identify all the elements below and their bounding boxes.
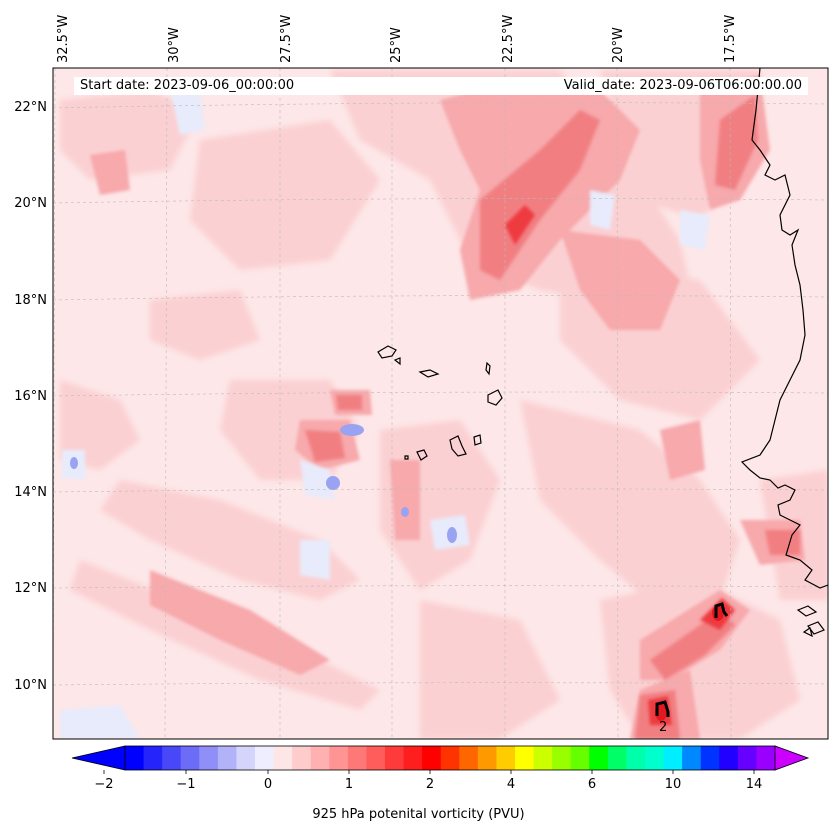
lat-label: 22°N <box>14 100 47 115</box>
lon-label: 25°W <box>389 27 404 63</box>
cape-verde-brava <box>404 455 409 460</box>
colorbar-swatch <box>292 746 312 770</box>
colorbar-label: 925 hPa potenital vorticity (PVU) <box>312 807 525 822</box>
colorbar-border <box>124 745 776 771</box>
lon-label: 30°W <box>167 27 182 63</box>
coastlines <box>377 68 828 638</box>
lon-labels: 32.5°W 30°W 27.5°W 25°W 22.5°W 20°W 17.5… <box>56 15 738 63</box>
colorbar-swatch <box>570 746 590 770</box>
colorbar-swatch <box>403 746 423 770</box>
cape-verde-santo-antao <box>377 345 397 359</box>
colorbar-swatch <box>310 746 330 770</box>
lon-label: 27.5°W <box>279 15 294 63</box>
lon-label: 20°W <box>611 27 626 63</box>
colorbar-swatch <box>589 746 609 770</box>
colorbar-swatch <box>217 746 237 770</box>
colorbar-swatch <box>366 746 386 770</box>
colorbar-swatch <box>180 746 200 770</box>
cape-verde-sal <box>485 361 491 376</box>
colorbar-swatch <box>273 746 293 770</box>
colorbar-swatch <box>422 746 442 770</box>
colorbar-swatch <box>626 746 646 770</box>
lat-label: 16°N <box>14 389 47 404</box>
colorbar-tick-label: 10 <box>665 777 682 792</box>
colorbar-swatch <box>663 746 683 770</box>
colorbar-swatch <box>496 746 516 770</box>
colorbar-swatch <box>125 746 145 770</box>
valid-date-label: Valid_date: 2023-09-06T06:00:00.00 <box>557 77 808 95</box>
pv-contour-2 <box>655 602 729 717</box>
colorbar-swatch <box>645 746 665 770</box>
colorbar-swatch <box>162 746 182 770</box>
lon-label: 17.5°W <box>723 15 738 63</box>
colorbar-tick-label: 6 <box>588 777 596 792</box>
cape-verde-boa-vista <box>487 389 503 406</box>
colorbar-swatch <box>533 746 553 770</box>
lon-label: 32.5°W <box>56 15 71 63</box>
colorbar-swatch <box>682 746 702 770</box>
colorbar-swatch <box>700 746 720 770</box>
colorbar-swatch <box>719 746 739 770</box>
start-date-label: Start date: 2023-09-06_00:00:00 <box>74 77 301 95</box>
lat-label: 14°N <box>14 485 47 500</box>
pv-field <box>60 70 828 739</box>
colorbar-tick-label: 4 <box>507 777 515 792</box>
colorbar-tick-label: 1 <box>345 777 353 792</box>
cape-verde-santiago <box>449 435 467 457</box>
colorbar-min-extend <box>71 745 126 771</box>
colorbar-swatch <box>143 746 163 770</box>
colorbar-tick-label: 2 <box>426 777 434 792</box>
lat-labels: 22°N 20°N 18°N 16°N 14°N 12°N 10°N <box>14 100 47 693</box>
colorbar-tick-label: 14 <box>746 777 763 792</box>
cape-verde-sao-nicolau <box>418 369 440 378</box>
map-border <box>52 67 829 740</box>
colorbar-swatch <box>199 746 219 770</box>
colorbar-swatch <box>255 746 275 770</box>
colorbar-swatch <box>515 746 535 770</box>
colorbar: −2 −1 0 1 2 4 6 10 14 <box>71 745 810 792</box>
colorbar-swatch <box>459 746 479 770</box>
cape-verde-sao-vicente <box>393 357 401 366</box>
colorbar-swatch <box>737 746 757 770</box>
colorbar-tick-label: 0 <box>264 777 272 792</box>
colorbar-swatch <box>477 746 497 770</box>
colorbar-swatch <box>329 746 349 770</box>
lat-label: 18°N <box>14 293 47 308</box>
cape-verde-maio <box>473 434 482 446</box>
lon-label: 22.5°W <box>501 15 516 63</box>
cape-verde-fogo <box>416 449 428 461</box>
colorbar-swatch <box>440 746 460 770</box>
colorbar-swatch <box>756 746 776 770</box>
lat-label: 10°N <box>14 678 47 693</box>
contour-label: 2 <box>659 720 667 735</box>
colorbar-swatch <box>347 746 367 770</box>
colorbar-swatch <box>552 746 572 770</box>
colorbar-tick-label: −2 <box>94 777 113 792</box>
colorbar-swatch <box>385 746 405 770</box>
colorbar-swatch <box>607 746 627 770</box>
colorbar-max-extend <box>774 745 810 771</box>
pv-blue-areas <box>70 424 457 543</box>
colorbar-tick-label: −1 <box>176 777 195 792</box>
lat-label: 12°N <box>14 581 47 596</box>
lat-label: 20°N <box>14 196 47 211</box>
colorbar-swatch <box>236 746 256 770</box>
guinea-bissau-islands <box>796 605 825 638</box>
africa-coastline <box>740 68 828 589</box>
